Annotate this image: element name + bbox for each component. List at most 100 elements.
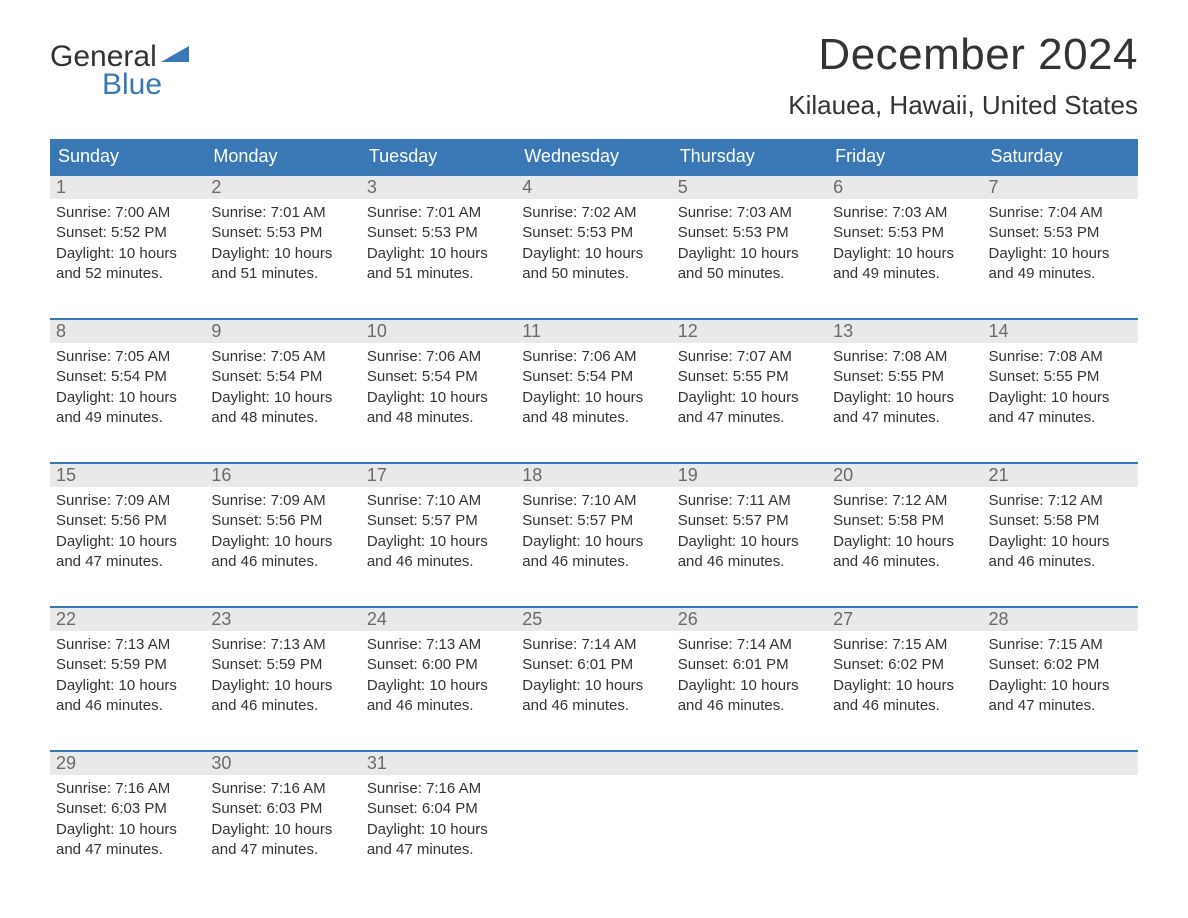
- calendar-day: 14Sunrise: 7:08 AMSunset: 5:55 PMDayligh…: [983, 320, 1138, 440]
- sunrise-line: Sunrise: 7:03 AM: [833, 203, 976, 223]
- daylight-line: Daylight: 10 hours and 47 minutes.: [833, 388, 976, 429]
- sunset-line: Sunset: 5:53 PM: [211, 223, 354, 243]
- daylight-line: Daylight: 10 hours and 47 minutes.: [56, 820, 199, 861]
- day-number: 12: [672, 320, 827, 343]
- sunrise-line: Sunrise: 7:10 AM: [522, 491, 665, 511]
- logo: General Blue: [50, 40, 189, 102]
- calendar-day: 18Sunrise: 7:10 AMSunset: 5:57 PMDayligh…: [516, 464, 671, 584]
- day-details: Sunrise: 7:06 AMSunset: 5:54 PMDaylight:…: [361, 343, 516, 428]
- sunrise-line: Sunrise: 7:03 AM: [678, 203, 821, 223]
- day-number: 9: [205, 320, 360, 343]
- sunrise-line: Sunrise: 7:16 AM: [367, 779, 510, 799]
- calendar-day: 25Sunrise: 7:14 AMSunset: 6:01 PMDayligh…: [516, 608, 671, 728]
- sunrise-line: Sunrise: 7:13 AM: [56, 635, 199, 655]
- calendar-day: 29Sunrise: 7:16 AMSunset: 6:03 PMDayligh…: [50, 752, 205, 872]
- sunrise-line: Sunrise: 7:15 AM: [833, 635, 976, 655]
- daylight-line: Daylight: 10 hours and 47 minutes.: [678, 388, 821, 429]
- calendar-day: 15Sunrise: 7:09 AMSunset: 5:56 PMDayligh…: [50, 464, 205, 584]
- daylight-line: Daylight: 10 hours and 50 minutes.: [678, 244, 821, 285]
- daylight-line: Daylight: 10 hours and 46 minutes.: [367, 676, 510, 717]
- day-number: 29: [50, 752, 205, 775]
- header: General Blue December 2024 Kilauea, Hawa…: [50, 30, 1138, 133]
- sunset-line: Sunset: 6:03 PM: [211, 799, 354, 819]
- sunset-line: Sunset: 5:55 PM: [989, 367, 1132, 387]
- day-details: Sunrise: 7:13 AMSunset: 5:59 PMDaylight:…: [205, 631, 360, 716]
- sunset-line: Sunset: 5:54 PM: [56, 367, 199, 387]
- sunset-line: Sunset: 5:57 PM: [367, 511, 510, 531]
- week-row: 22Sunrise: 7:13 AMSunset: 5:59 PMDayligh…: [50, 606, 1138, 728]
- logo-word2: Blue: [102, 68, 189, 102]
- sunset-line: Sunset: 5:57 PM: [678, 511, 821, 531]
- day-number: 25: [516, 608, 671, 631]
- sunrise-line: Sunrise: 7:01 AM: [211, 203, 354, 223]
- daylight-line: Daylight: 10 hours and 52 minutes.: [56, 244, 199, 285]
- day-number: 13: [827, 320, 982, 343]
- weekday-header: Tuesday: [361, 139, 516, 174]
- day-details: Sunrise: 7:16 AMSunset: 6:03 PMDaylight:…: [50, 775, 205, 860]
- day-details: Sunrise: 7:10 AMSunset: 5:57 PMDaylight:…: [361, 487, 516, 572]
- sunset-line: Sunset: 6:01 PM: [522, 655, 665, 675]
- calendar-day: 21Sunrise: 7:12 AMSunset: 5:58 PMDayligh…: [983, 464, 1138, 584]
- sunset-line: Sunset: 5:54 PM: [522, 367, 665, 387]
- day-details: Sunrise: 7:01 AMSunset: 5:53 PMDaylight:…: [361, 199, 516, 284]
- sunset-line: Sunset: 5:53 PM: [678, 223, 821, 243]
- sunset-line: Sunset: 5:53 PM: [522, 223, 665, 243]
- daylight-line: Daylight: 10 hours and 49 minutes.: [56, 388, 199, 429]
- sunset-line: Sunset: 5:56 PM: [56, 511, 199, 531]
- sunset-line: Sunset: 6:00 PM: [367, 655, 510, 675]
- day-details: Sunrise: 7:03 AMSunset: 5:53 PMDaylight:…: [827, 199, 982, 284]
- sunrise-line: Sunrise: 7:13 AM: [211, 635, 354, 655]
- weekday-header-row: SundayMondayTuesdayWednesdayThursdayFrid…: [50, 139, 1138, 174]
- day-details: Sunrise: 7:15 AMSunset: 6:02 PMDaylight:…: [827, 631, 982, 716]
- sunrise-line: Sunrise: 7:16 AM: [56, 779, 199, 799]
- sunrise-line: Sunrise: 7:15 AM: [989, 635, 1132, 655]
- day-number: 1: [50, 176, 205, 199]
- daylight-line: Daylight: 10 hours and 46 minutes.: [833, 532, 976, 573]
- calendar-day: 16Sunrise: 7:09 AMSunset: 5:56 PMDayligh…: [205, 464, 360, 584]
- day-number: 5: [672, 176, 827, 199]
- day-details: Sunrise: 7:15 AMSunset: 6:02 PMDaylight:…: [983, 631, 1138, 716]
- week-row: 1Sunrise: 7:00 AMSunset: 5:52 PMDaylight…: [50, 174, 1138, 296]
- day-details: Sunrise: 7:13 AMSunset: 5:59 PMDaylight:…: [50, 631, 205, 716]
- flag-icon: [161, 46, 189, 66]
- calendar-day: 24Sunrise: 7:13 AMSunset: 6:00 PMDayligh…: [361, 608, 516, 728]
- daylight-line: Daylight: 10 hours and 46 minutes.: [678, 532, 821, 573]
- day-details: Sunrise: 7:08 AMSunset: 5:55 PMDaylight:…: [983, 343, 1138, 428]
- daylight-line: Daylight: 10 hours and 51 minutes.: [211, 244, 354, 285]
- day-details: Sunrise: 7:05 AMSunset: 5:54 PMDaylight:…: [50, 343, 205, 428]
- day-details: Sunrise: 7:02 AMSunset: 5:53 PMDaylight:…: [516, 199, 671, 284]
- calendar-day: .: [516, 752, 671, 872]
- calendar-day: 13Sunrise: 7:08 AMSunset: 5:55 PMDayligh…: [827, 320, 982, 440]
- daylight-line: Daylight: 10 hours and 46 minutes.: [211, 676, 354, 717]
- sunrise-line: Sunrise: 7:08 AM: [833, 347, 976, 367]
- weekday-header: Friday: [827, 139, 982, 174]
- daylight-line: Daylight: 10 hours and 47 minutes.: [989, 676, 1132, 717]
- calendar: SundayMondayTuesdayWednesdayThursdayFrid…: [50, 139, 1138, 872]
- day-number: 6: [827, 176, 982, 199]
- day-details: Sunrise: 7:09 AMSunset: 5:56 PMDaylight:…: [50, 487, 205, 572]
- sunrise-line: Sunrise: 7:14 AM: [678, 635, 821, 655]
- day-number: .: [983, 752, 1138, 775]
- day-details: Sunrise: 7:09 AMSunset: 5:56 PMDaylight:…: [205, 487, 360, 572]
- sunset-line: Sunset: 5:55 PM: [678, 367, 821, 387]
- daylight-line: Daylight: 10 hours and 47 minutes.: [56, 532, 199, 573]
- day-number: 27: [827, 608, 982, 631]
- calendar-day: .: [827, 752, 982, 872]
- sunset-line: Sunset: 6:04 PM: [367, 799, 510, 819]
- day-number: 23: [205, 608, 360, 631]
- day-number: .: [827, 752, 982, 775]
- calendar-day: 26Sunrise: 7:14 AMSunset: 6:01 PMDayligh…: [672, 608, 827, 728]
- calendar-day: 9Sunrise: 7:05 AMSunset: 5:54 PMDaylight…: [205, 320, 360, 440]
- calendar-day: .: [672, 752, 827, 872]
- daylight-line: Daylight: 10 hours and 46 minutes.: [833, 676, 976, 717]
- calendar-day: 8Sunrise: 7:05 AMSunset: 5:54 PMDaylight…: [50, 320, 205, 440]
- day-details: Sunrise: 7:14 AMSunset: 6:01 PMDaylight:…: [516, 631, 671, 716]
- sunrise-line: Sunrise: 7:06 AM: [367, 347, 510, 367]
- sunrise-line: Sunrise: 7:01 AM: [367, 203, 510, 223]
- day-number: .: [516, 752, 671, 775]
- day-number: 11: [516, 320, 671, 343]
- calendar-day: .: [983, 752, 1138, 872]
- calendar-day: 4Sunrise: 7:02 AMSunset: 5:53 PMDaylight…: [516, 176, 671, 296]
- daylight-line: Daylight: 10 hours and 46 minutes.: [989, 532, 1132, 573]
- day-number: 17: [361, 464, 516, 487]
